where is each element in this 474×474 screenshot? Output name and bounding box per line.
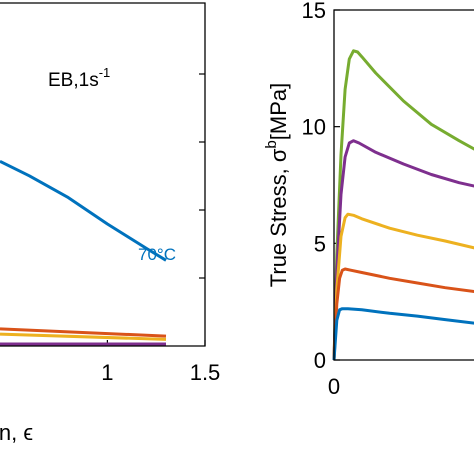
left-tick-labels: 1 1.5 bbox=[101, 360, 220, 385]
series-line-1 bbox=[0, 327, 167, 338]
x-tick-label: 1 bbox=[101, 360, 113, 385]
series-line-0 bbox=[332, 49, 474, 361]
x-tick-label: 0 bbox=[328, 374, 340, 399]
right-axes-box bbox=[333, 9, 474, 361]
series-line-3 bbox=[332, 267, 474, 361]
left-panel: 11.5 EB,1s-1 70°C in, ϵ bbox=[0, 2, 220, 445]
y-tick-label: 10 bbox=[302, 115, 326, 140]
right-panel: 00 5 10 15 True Stress, σb[MPa] bbox=[263, 0, 474, 399]
left-x-axis-label: in, ϵ bbox=[0, 420, 33, 445]
right-tick-labels: 00 5 10 15 bbox=[302, 0, 341, 399]
series-line-4 bbox=[332, 307, 474, 361]
series-line-2 bbox=[0, 332, 167, 341]
series-line-2 bbox=[332, 212, 474, 361]
x-tick-label: 1.5 bbox=[190, 360, 221, 385]
series-label-70c: 70°C bbox=[138, 245, 176, 264]
series-line-0 bbox=[0, 159, 167, 262]
right-y-axis-label: True Stress, σb[MPa] bbox=[263, 83, 291, 288]
left-axes-box bbox=[0, 2, 206, 347]
left-series bbox=[0, 159, 167, 346]
right-series bbox=[332, 49, 474, 361]
y-tick-label: 5 bbox=[314, 231, 326, 256]
series-line-1 bbox=[332, 139, 474, 361]
left-annotation: EB,1s-1 bbox=[48, 65, 110, 91]
y-tick-label: 15 bbox=[302, 0, 326, 23]
left-ticks bbox=[106, 73, 206, 346]
y-tick-label: 0 bbox=[314, 348, 326, 373]
